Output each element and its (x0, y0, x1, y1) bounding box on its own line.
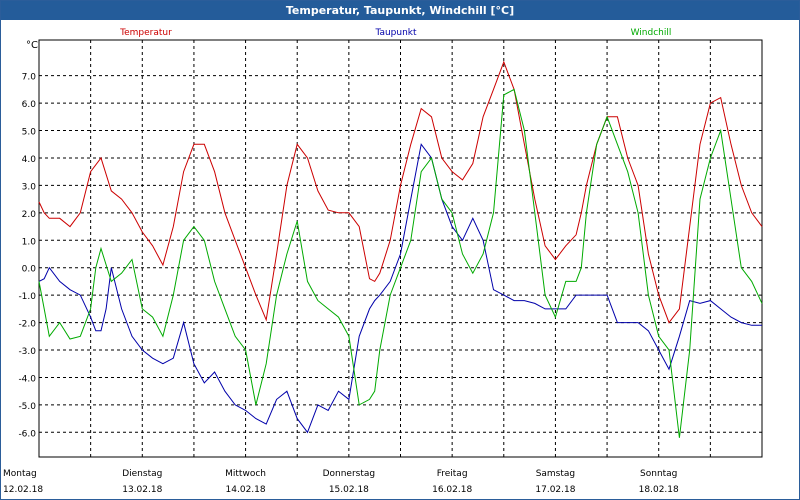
x-tick-date: 15.02.18 (329, 485, 369, 495)
series-line (38, 60, 763, 324)
chart-canvas: °C -6.0 -5.0 -4.0 -3.0 -2.0 -1.0 0.0 1.0 2.0 3.0 4… (3, 28, 763, 495)
x-tick-date: 13.02.18 (122, 485, 162, 495)
y-tick-label: -6.0 (18, 429, 36, 439)
x-tick-day: Freitag (437, 469, 468, 479)
series-line (38, 88, 763, 438)
grid (39, 40, 762, 457)
legend-entry: Taupunkt (374, 28, 417, 38)
x-tick-day: Sonntag (640, 469, 677, 479)
y-tick-label: -2.0 (18, 320, 36, 330)
x-tick-date: 17.02.18 (535, 485, 575, 495)
y-tick-label: -3.0 (18, 347, 36, 357)
plot-frame (38, 39, 763, 458)
y-tick-label: 7.0 (22, 73, 37, 83)
series-lines (38, 60, 763, 438)
legend-entry: Windchill (631, 28, 672, 38)
window-title: Temperatur, Taupunkt, Windchill [°C] (1, 1, 799, 20)
y-tick-label: -1.0 (18, 292, 36, 302)
y-axis-ticks: -6.0 -5.0 -4.0 -3.0 -2.0 -1.0 0.0 1.0 2.0 3.0 4.0 5… (18, 73, 36, 440)
x-tick-day: Dienstag (122, 469, 162, 479)
y-tick-label: 6.0 (22, 100, 37, 110)
y-tick-label: 4.0 (22, 155, 37, 165)
y-tick-label: -5.0 (18, 402, 36, 412)
legend-entry: Temperatur (119, 28, 172, 38)
y-tick-label: 0.0 (22, 265, 37, 275)
y-axis-unit: °C (26, 40, 38, 51)
x-tick-date: 18.02.18 (639, 485, 679, 495)
x-tick-day: Donnerstag (323, 469, 376, 479)
y-tick-label: 3.0 (22, 182, 37, 192)
y-tick-label: 5.0 (22, 128, 37, 138)
y-tick-label: 1.0 (22, 237, 37, 247)
x-tick-day: Samstag (536, 469, 575, 479)
x-tick-day: Mittwoch (225, 469, 266, 479)
x-tick-date: 16.02.18 (432, 485, 472, 495)
y-tick-label: 2.0 (22, 210, 37, 220)
x-axis-ticks: Montag 12.02.18 Dienstag 13.02.18 Mittwoch 14… (3, 469, 679, 495)
series-line (38, 143, 762, 434)
x-tick-date: 12.02.18 (3, 485, 43, 495)
x-tick-date: 14.02.18 (226, 485, 266, 495)
x-tick-day: Montag (3, 469, 37, 479)
legend: Temperatur Taupunkt Windchill (119, 28, 671, 38)
y-tick-label: -4.0 (18, 374, 36, 384)
